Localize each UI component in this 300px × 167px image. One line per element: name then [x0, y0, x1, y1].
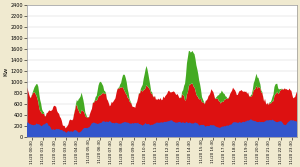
Y-axis label: Kw: Kw: [4, 66, 8, 76]
